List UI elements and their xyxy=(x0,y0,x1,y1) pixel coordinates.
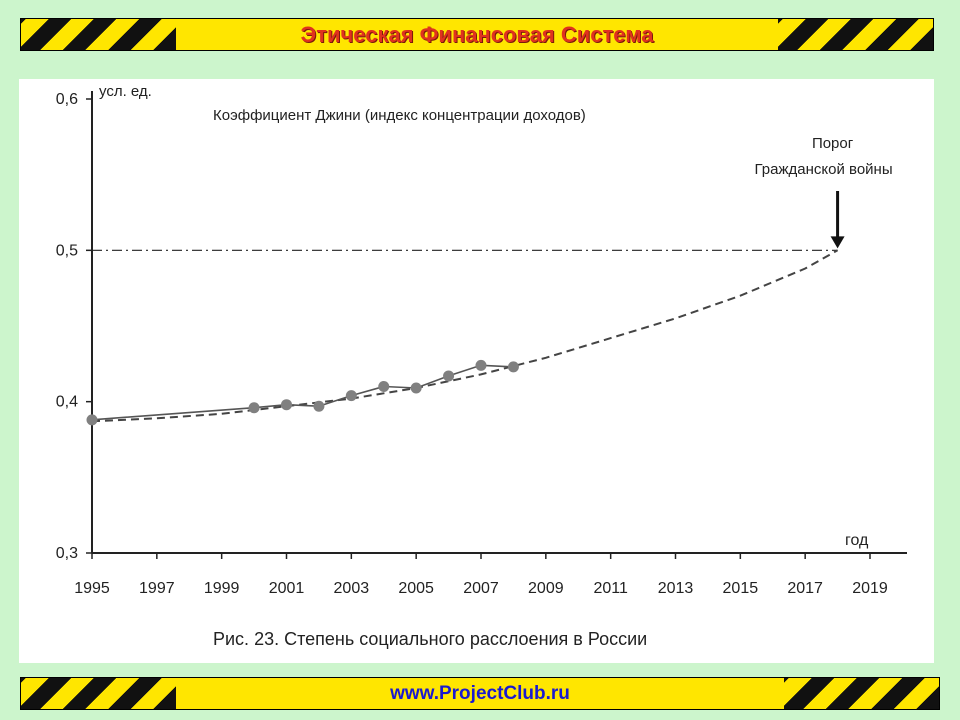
gini-point xyxy=(345,390,357,402)
gini-chart: 0,3 0,4 0,5 0,6 1995 1997 1999 2001 2003 2005 200… xyxy=(56,83,907,649)
x-tick-label: 2013 xyxy=(658,580,694,597)
chart-panel: 0,3 0,4 0,5 0,6 1995 1997 1999 2001 2003 2005 200… xyxy=(19,79,934,663)
arrow-head xyxy=(830,236,845,249)
gini-point xyxy=(378,381,390,393)
x-tick-label: 1999 xyxy=(204,580,240,597)
series-layer xyxy=(86,249,839,426)
threshold-arrow xyxy=(830,191,845,249)
y-tick-label: 0,3 xyxy=(56,545,78,562)
trend-line xyxy=(91,249,839,423)
x-tick-label: 2011 xyxy=(593,580,628,597)
gini-point xyxy=(86,414,98,426)
gini-line xyxy=(91,364,514,421)
gini-point xyxy=(313,400,325,412)
axes xyxy=(91,91,907,554)
y-tick-label: 0,6 xyxy=(56,91,78,108)
x-tick-label: 2001 xyxy=(269,580,305,597)
threshold-label-line2: Гражданской войны xyxy=(755,161,893,178)
x-tick-label: 2003 xyxy=(334,580,370,597)
x-tick-label: 1995 xyxy=(74,580,110,597)
x-tick-label: 2007 xyxy=(463,580,499,597)
hazard-stripes-right xyxy=(784,678,939,709)
y-ticks: 0,3 0,4 0,5 0,6 xyxy=(56,91,92,562)
footer-link-area: www.ProjectClub.ru xyxy=(176,678,784,709)
gini-point xyxy=(248,402,260,414)
x-tick-label: 1997 xyxy=(139,580,175,597)
x-tick-label: 2019 xyxy=(852,580,888,597)
gini-point xyxy=(410,382,422,394)
x-tick-label: 2017 xyxy=(787,580,823,597)
hazard-stripes-right xyxy=(778,19,933,50)
x-axis-unit: год xyxy=(845,532,869,549)
footer-banner: www.ProjectClub.ru xyxy=(20,677,940,710)
gini-point xyxy=(443,370,455,382)
x-ticks: 1995 1997 1999 2001 2003 2005 2007 2009 2011 2013… xyxy=(74,553,888,597)
y-tick-label: 0,4 xyxy=(56,394,78,411)
header-title: Этическая Финансовая Система xyxy=(300,21,654,47)
chart-title: Коэффициент Джини (индекс концентрации д… xyxy=(213,107,586,124)
hazard-stripes-left xyxy=(21,19,176,50)
x-tick-label: 2005 xyxy=(398,580,434,597)
figure-caption: Рис. 23. Степень социального расслоения … xyxy=(213,629,647,649)
threshold-label-line1: Порог xyxy=(812,135,854,152)
y-tick-label: 0,5 xyxy=(56,242,78,259)
x-tick-label: 2015 xyxy=(723,580,759,597)
gini-point xyxy=(507,361,519,373)
y-axis-unit: усл. ед. xyxy=(99,83,152,100)
footer-link[interactable]: www.ProjectClub.ru xyxy=(390,682,570,704)
header-banner: Этическая Финансовая Система xyxy=(20,18,934,51)
header-title-area: Этическая Финансовая Система xyxy=(176,19,778,50)
x-tick-label: 2009 xyxy=(528,580,564,597)
gini-point xyxy=(475,359,487,371)
hazard-stripes-left xyxy=(21,678,176,709)
gini-point xyxy=(281,399,292,411)
